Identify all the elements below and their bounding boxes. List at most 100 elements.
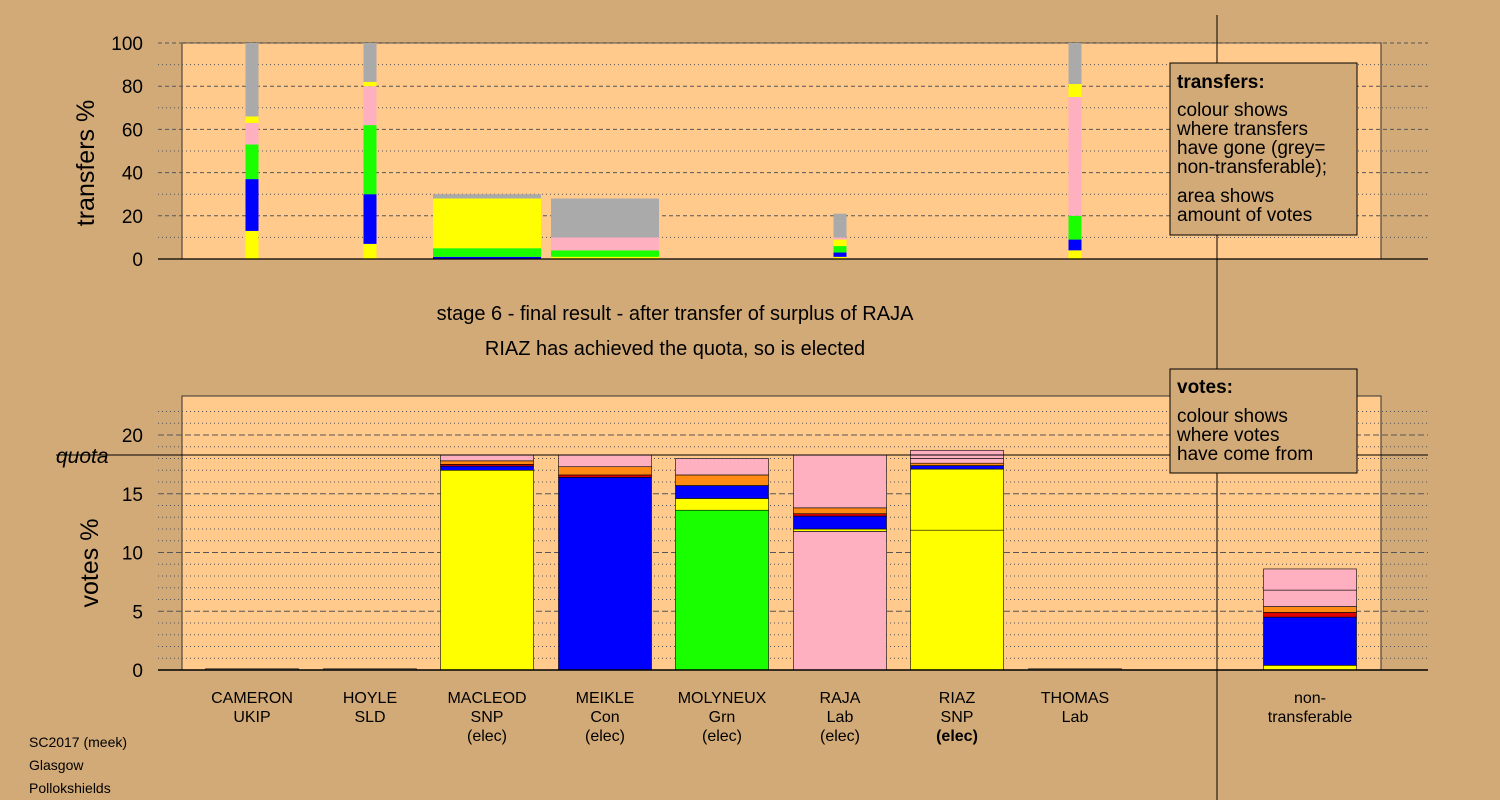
quota-label: quota	[56, 445, 109, 468]
transfer-bar-segment	[1068, 250, 1082, 259]
transfers-box-line: colour shows	[1177, 100, 1288, 121]
vote-bar-segment	[793, 513, 887, 517]
candidate-label: SLD	[354, 709, 385, 726]
vote-bar-segment	[1263, 616, 1357, 666]
transfer-bar-segment	[1068, 239, 1082, 251]
transfer-bar-segment	[551, 198, 659, 238]
y-tick-label: 10	[122, 544, 143, 565]
transfer-bar-segment	[363, 125, 377, 195]
vote-bar-segment	[793, 528, 887, 532]
transfer-bar-segment	[833, 213, 847, 238]
candidate-label: MACLEOD	[447, 690, 526, 707]
transfers-y-ticks: 0 20 40 60 80 100	[111, 34, 143, 271]
candidate-label: RAJA	[820, 690, 861, 707]
transfer-bar-segment	[363, 243, 377, 259]
candidate-label: THOMAS	[1041, 690, 1109, 707]
stage-title: stage 6 - final result - after transfer …	[437, 303, 915, 325]
candidate-label: (elec)	[702, 728, 742, 745]
vote-bar-segment	[1263, 606, 1357, 613]
vote-bar-segment	[440, 465, 534, 471]
transfers-box-line: area shows	[1177, 186, 1274, 207]
votes-box-line: have come from	[1177, 444, 1313, 465]
transfers-box-line: have gone (grey=	[1177, 138, 1325, 159]
vote-bar-segment	[675, 485, 769, 499]
y-tick-label: 0	[132, 661, 143, 682]
transfer-bar-segment	[1068, 97, 1082, 216]
candidate-label: (elec)	[467, 728, 507, 745]
transfer-bar-segment	[833, 237, 847, 240]
transfer-bar-segment	[833, 239, 847, 247]
y-tick-label: 0	[132, 250, 143, 271]
y-tick-label: 20	[122, 207, 143, 228]
candidate-label: UKIP	[233, 709, 270, 726]
vote-bar-segment	[910, 529, 1004, 671]
y-tick-label: 15	[122, 485, 143, 506]
vote-bar-segment	[440, 469, 534, 671]
transfer-bar-segment	[551, 256, 659, 259]
transfer-bar-segment	[833, 256, 847, 259]
vote-bar-segment	[910, 468, 1004, 531]
y-tick-label: 100	[111, 34, 143, 55]
stage-subtitle: RIAZ has achieved the quota, so is elect…	[485, 338, 865, 360]
candidate-label: CAMERON	[211, 690, 293, 707]
candidate-label: Lab	[1062, 709, 1089, 726]
transfers-bars	[245, 43, 1082, 259]
candidate-label: Grn	[709, 709, 736, 726]
vote-bar-segment	[910, 458, 1004, 464]
source-label: SC2017 (meek)	[29, 734, 127, 750]
vote-bar-segment	[793, 515, 887, 530]
transfer-bar-segment	[1068, 215, 1082, 240]
candidate-label: SNP	[941, 709, 974, 726]
transfer-bar-segment	[433, 256, 541, 259]
transfers-y-axis-label: transfers %	[72, 100, 100, 226]
vote-bar-segment	[793, 531, 887, 671]
transfer-bar-segment	[245, 230, 259, 259]
candidate-label: SNP	[471, 709, 504, 726]
candidate-label: (elec)	[585, 728, 625, 745]
y-tick-label: 40	[122, 164, 143, 185]
vote-bar-segment	[675, 474, 769, 486]
candidate-label: MEIKLE	[576, 690, 635, 707]
source-label: Pollokshields	[29, 780, 111, 796]
transfer-bar-segment	[833, 252, 847, 257]
vote-bar-segment	[793, 507, 887, 515]
transfer-bar-segment	[245, 144, 259, 180]
y-tick-label: 5	[132, 602, 143, 623]
transfer-bar-segment	[551, 250, 659, 257]
transfer-bar-segment	[245, 179, 259, 231]
vote-bar-segment	[558, 476, 652, 671]
vote-bar-segment	[440, 460, 534, 465]
vote-bar-segment	[1263, 612, 1357, 618]
votes-box-heading: votes:	[1177, 377, 1233, 398]
transfer-bar-segment	[551, 237, 659, 251]
candidate-label: HOYLE	[343, 690, 397, 707]
votes-y-axis-label: votes %	[76, 519, 104, 608]
transfer-bar-segment	[1068, 43, 1082, 85]
vote-bar-segment	[440, 454, 534, 462]
transfer-bar-segment	[433, 194, 541, 199]
candidate-label: (elec)	[820, 728, 860, 745]
candidate-label: RIAZ	[939, 690, 976, 707]
transfers-box-line: non-transferable);	[1177, 157, 1327, 178]
transfer-bar-segment	[245, 43, 259, 117]
y-tick-label: 80	[122, 77, 143, 98]
vote-bar-segment	[1263, 589, 1357, 607]
transfer-bar-segment	[363, 194, 377, 244]
nontransferable-label: transferable	[1268, 709, 1353, 726]
vote-bar-segment	[910, 465, 1004, 470]
y-tick-label: 20	[122, 426, 143, 447]
candidate-label: (elec)	[936, 728, 978, 745]
vote-bar-segment	[558, 454, 652, 468]
vote-bar-segment	[1263, 568, 1357, 591]
vote-bar-segment	[558, 466, 652, 476]
transfer-bar-segment	[833, 246, 847, 253]
transfers-box-heading: transfers:	[1177, 72, 1265, 93]
transfer-bar-segment	[245, 122, 259, 145]
votes-bars	[205, 449, 1357, 671]
votes-info-box: votes: colour shows where votes have com…	[1169, 368, 1358, 474]
nontransferable-label: non-	[1294, 690, 1326, 707]
y-tick-label: 60	[122, 120, 143, 141]
votes-box-line: colour shows	[1177, 406, 1288, 427]
transfer-bar-segment	[245, 116, 259, 123]
